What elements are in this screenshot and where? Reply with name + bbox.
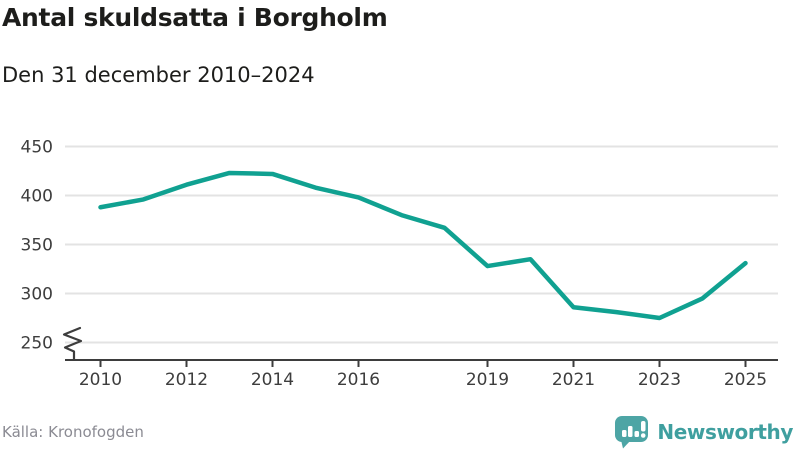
logo-bubble-tail (621, 439, 632, 448)
x-tick-label: 2014 (251, 370, 294, 390)
y-tick-label: 300 (21, 285, 53, 305)
y-tick-label: 400 (21, 187, 53, 207)
x-tick-label: 2025 (724, 370, 767, 390)
logo-exclamation-bar (641, 420, 646, 431)
x-tick-label: 2016 (337, 370, 380, 390)
chart-subtitle: Den 31 december 2010–2024 (2, 63, 315, 87)
y-tick-label: 250 (21, 334, 53, 354)
newsworthy-logo-icon (615, 415, 649, 448)
x-tick-label: 2021 (552, 370, 595, 390)
source-note: Källa: Kronofogden (2, 422, 144, 441)
y-tick-label: 450 (21, 138, 53, 158)
logo-exclamation-dot (641, 432, 646, 438)
x-tick-label: 2019 (466, 370, 509, 390)
data-line (98, 170, 748, 321)
x-tick-label: 2023 (638, 370, 681, 390)
chart-title: Antal skuldsatta i Borgholm (2, 3, 388, 32)
x-tick-label: 2012 (165, 370, 208, 390)
y-axis-break-icon (62, 326, 83, 361)
logo-bar-3 (634, 430, 640, 437)
newsworthy-logo: Newsworthy (614, 415, 793, 449)
newsworthy-wordmark: Newsworthy (657, 419, 793, 444)
footer: Källa: Kronofogden Newsworthy (0, 413, 800, 450)
logo-bar-1 (622, 429, 627, 437)
logo-bar-2 (628, 425, 633, 437)
y-tick-label: 350 (21, 236, 53, 256)
x-tick-label: 2010 (79, 370, 122, 390)
